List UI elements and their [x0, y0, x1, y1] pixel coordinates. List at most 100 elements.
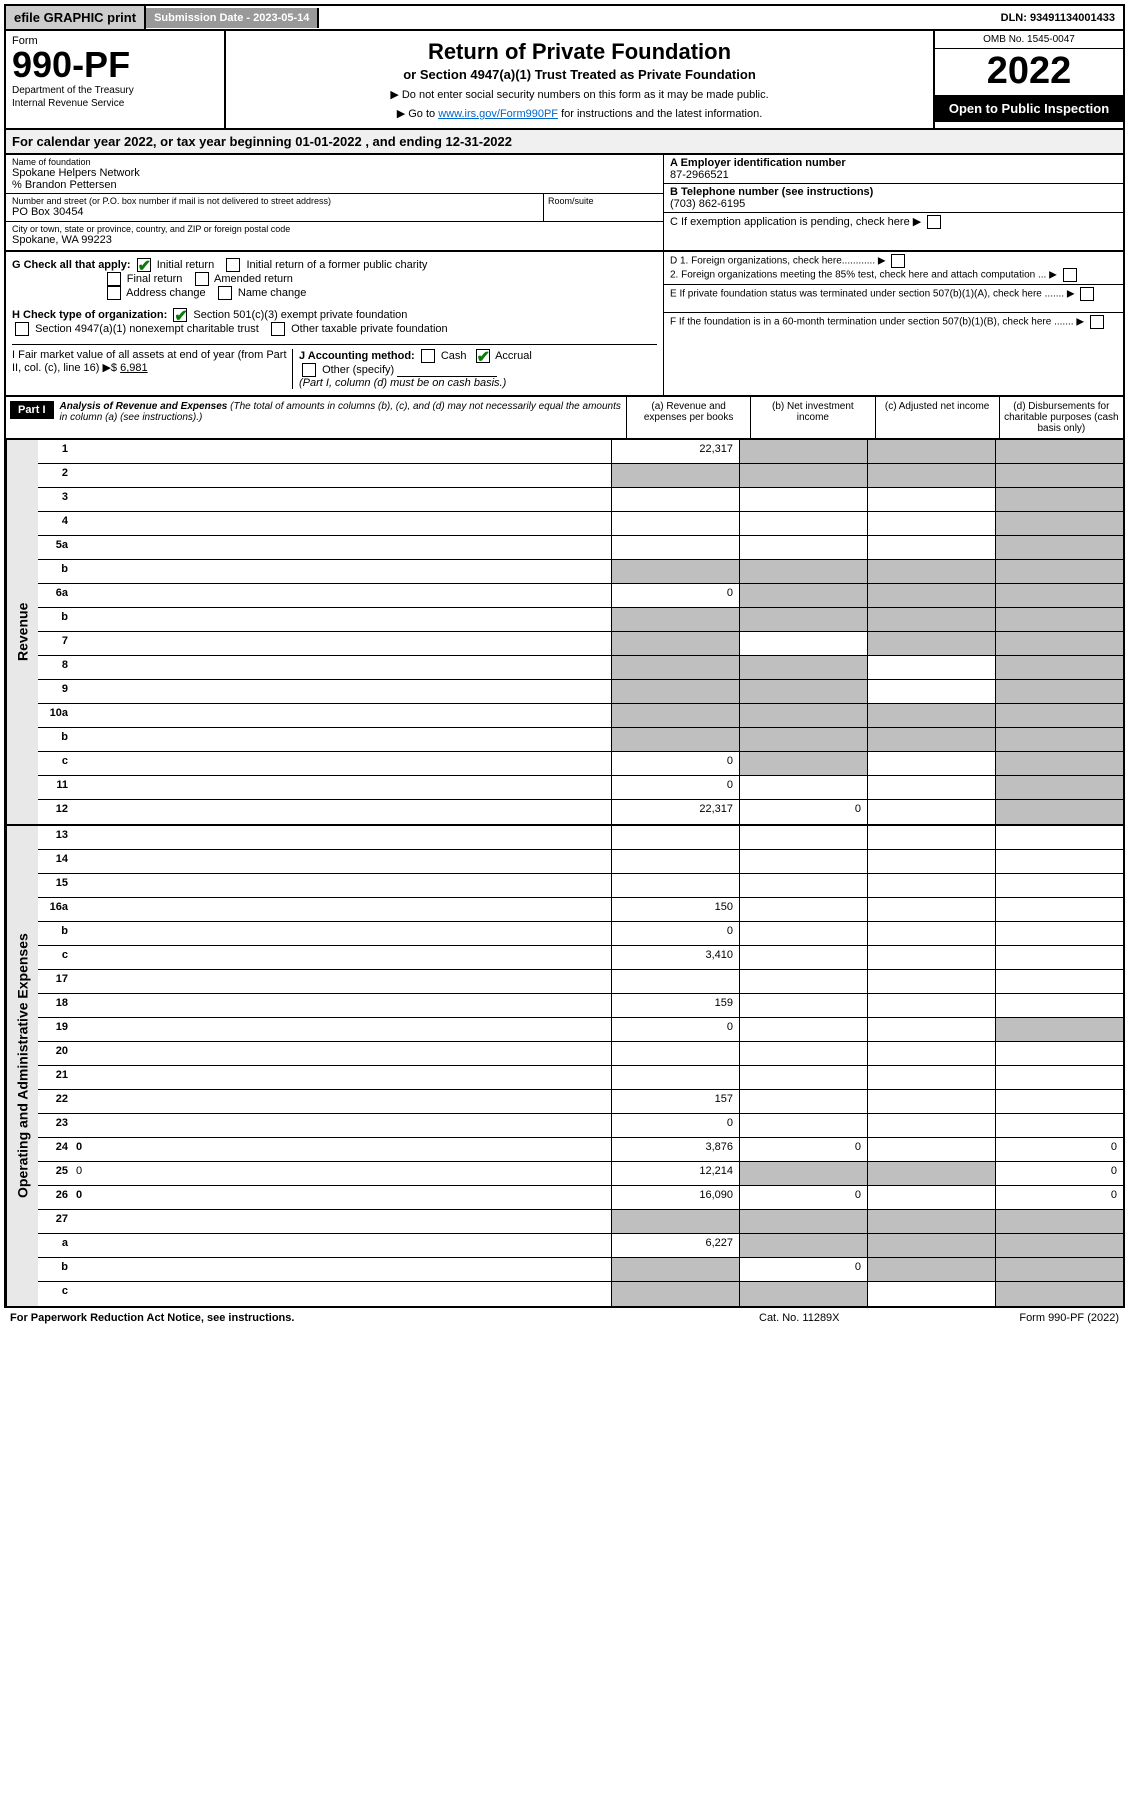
line-number: 6a — [38, 584, 72, 607]
value-cell-d: 0 — [995, 1138, 1123, 1161]
room-label: Room/suite — [548, 196, 659, 206]
value-cell-a — [611, 826, 739, 849]
efile-label: efile GRAPHIC print — [6, 6, 146, 29]
line-number: 2 — [38, 464, 72, 487]
part1-header-row: Part I Analysis of Revenue and Expenses … — [4, 397, 1125, 440]
fmv-value: 6,981 — [120, 362, 148, 374]
name-label: Name of foundation — [12, 157, 657, 167]
table-row: 7 — [38, 632, 1123, 656]
value-cell-c — [867, 850, 995, 873]
value-cell-c — [867, 680, 995, 703]
line-number: b — [38, 1258, 72, 1281]
line-description — [72, 560, 611, 583]
d1-label: D 1. Foreign organizations, check here..… — [670, 256, 875, 267]
address-change-checkbox[interactable] — [107, 286, 121, 300]
amended-return-checkbox[interactable] — [195, 272, 209, 286]
line-description — [72, 1090, 611, 1113]
line-description — [72, 800, 611, 824]
exemption-checkbox[interactable] — [927, 215, 941, 229]
table-row: c — [38, 1282, 1123, 1306]
table-row: 18159 — [38, 994, 1123, 1018]
line-description — [72, 970, 611, 993]
value-cell-b — [739, 1162, 867, 1185]
section-i: I Fair market value of all assets at end… — [12, 349, 292, 389]
line-number: 19 — [38, 1018, 72, 1041]
cash-checkbox[interactable] — [421, 349, 435, 363]
line-number: 24 — [38, 1138, 72, 1161]
value-cell-a — [611, 874, 739, 897]
line-number: 10a — [38, 704, 72, 727]
line-number: b — [38, 728, 72, 751]
line-number: c — [38, 1282, 72, 1306]
form-title: Return of Private Foundation — [234, 39, 925, 65]
line-number: 20 — [38, 1042, 72, 1065]
page-footer: For Paperwork Reduction Act Notice, see … — [4, 1308, 1125, 1328]
value-cell-c — [867, 752, 995, 775]
check-sections: G Check all that apply: Initial return I… — [4, 252, 1125, 397]
table-row: c0 — [38, 752, 1123, 776]
line-number: c — [38, 946, 72, 969]
value-cell-a: 0 — [611, 752, 739, 775]
value-cell-d — [995, 800, 1123, 824]
dln: DLN: 93491134001433 — [993, 8, 1123, 28]
tax-year: 2022 — [935, 49, 1123, 95]
initial-return-checkbox[interactable] — [137, 258, 151, 272]
table-row: b — [38, 608, 1123, 632]
line-description — [72, 776, 611, 799]
d2-checkbox[interactable] — [1063, 268, 1077, 282]
value-cell-b — [739, 728, 867, 751]
value-cell-d — [995, 850, 1123, 873]
omb-number: OMB No. 1545-0047 — [935, 31, 1123, 49]
e-checkbox[interactable] — [1080, 287, 1094, 301]
501c3-checkbox[interactable] — [173, 308, 187, 322]
section-g: G Check all that apply: Initial return I… — [12, 258, 657, 300]
value-cell-d — [995, 826, 1123, 849]
value-cell-c — [867, 512, 995, 535]
irs-link[interactable]: www.irs.gov/Form990PF — [438, 108, 558, 120]
line-number: 9 — [38, 680, 72, 703]
value-cell-c — [867, 1066, 995, 1089]
value-cell-a — [611, 970, 739, 993]
accrual-checkbox[interactable] — [476, 349, 490, 363]
value-cell-d — [995, 512, 1123, 535]
value-cell-b — [739, 922, 867, 945]
value-cell-b — [739, 898, 867, 921]
4947-checkbox[interactable] — [15, 322, 29, 336]
care-of: % Brandon Pettersen — [12, 179, 657, 191]
value-cell-a — [611, 680, 739, 703]
value-cell-a: 6,227 — [611, 1234, 739, 1257]
line-number: 27 — [38, 1210, 72, 1233]
value-cell-b — [739, 1234, 867, 1257]
value-cell-a — [611, 560, 739, 583]
initial-former-checkbox[interactable] — [226, 258, 240, 272]
value-cell-d — [995, 536, 1123, 559]
value-cell-c — [867, 946, 995, 969]
f-checkbox[interactable] — [1090, 315, 1104, 329]
table-row: 14 — [38, 850, 1123, 874]
d1-checkbox[interactable] — [891, 254, 905, 268]
value-cell-d — [995, 1114, 1123, 1137]
table-row: 21 — [38, 1066, 1123, 1090]
table-row: 122,317 — [38, 440, 1123, 464]
line-description — [72, 632, 611, 655]
value-cell-b — [739, 1018, 867, 1041]
line-description — [72, 728, 611, 751]
line-description — [72, 656, 611, 679]
value-cell-a — [611, 536, 739, 559]
value-cell-a: 3,410 — [611, 946, 739, 969]
address-label: Number and street (or P.O. box number if… — [12, 196, 537, 206]
final-return-checkbox[interactable] — [107, 272, 121, 286]
value-cell-c — [867, 488, 995, 511]
e-label: E If private foundation status was termi… — [670, 289, 1064, 300]
other-taxable-checkbox[interactable] — [271, 322, 285, 336]
line-description — [72, 1258, 611, 1281]
calendar-year-row: For calendar year 2022, or tax year begi… — [4, 130, 1125, 155]
other-method-checkbox[interactable] — [302, 363, 316, 377]
table-row: 9 — [38, 680, 1123, 704]
value-cell-c — [867, 922, 995, 945]
value-cell-c — [867, 1210, 995, 1233]
name-change-checkbox[interactable] — [218, 286, 232, 300]
value-cell-b — [739, 680, 867, 703]
table-row: 15 — [38, 874, 1123, 898]
table-row: 20 — [38, 1042, 1123, 1066]
